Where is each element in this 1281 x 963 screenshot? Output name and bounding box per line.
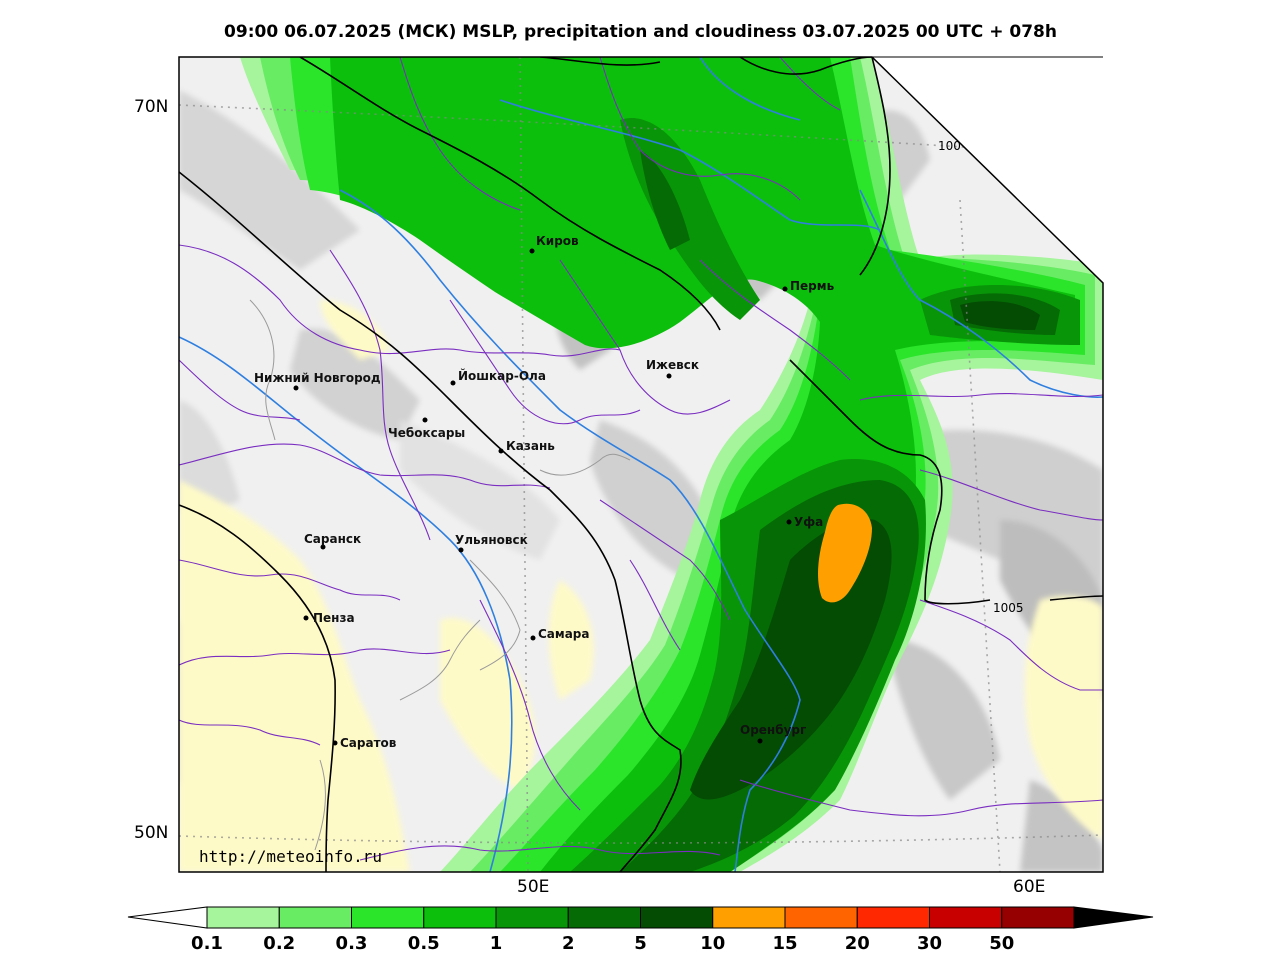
- cloud-label-70: 70: [981, 138, 1005, 161]
- isobars: [179, 57, 1103, 872]
- city-label-samara: Самара: [538, 627, 590, 641]
- cloud-label-80: 80: [968, 122, 991, 145]
- lat-label-50n: 50N: [134, 823, 168, 843]
- city-label-izhevsk: Ижевск: [646, 358, 699, 372]
- colorbar-tick-label: 10: [700, 933, 725, 954]
- city-label-nizhny-novgorod: Нижний Новгород: [254, 371, 381, 385]
- colorbar-cell: [278, 906, 352, 929]
- colorbar-cell: [206, 906, 280, 929]
- cloud-label-20: 20: [1070, 185, 1090, 207]
- city-label-kazan: Казань: [506, 439, 555, 453]
- colorbar-tick-label: 1: [490, 933, 503, 954]
- colorbar-cell: [784, 906, 858, 929]
- cloud-label-50: 50: [1011, 165, 1034, 188]
- precip-colorbar: 0.1 0.2 0.3 0.5 1 2 5 10 15 20 30 50: [127, 906, 1154, 954]
- colorbar-tick-label: 30: [917, 933, 942, 954]
- colorbar-tick-label: 0.1: [191, 933, 223, 954]
- lon-label-60e: 60E: [1013, 877, 1045, 897]
- colorbar-cell: [495, 906, 569, 929]
- colorbar-cell: [712, 906, 786, 929]
- colorbar-cell: [856, 906, 930, 929]
- city-label-cheboksary: Чебоксары: [388, 426, 465, 440]
- city-label-ufa: Уфа: [794, 515, 823, 529]
- isobar-label-1005: 1005: [993, 601, 1024, 615]
- precipitation-areas: [240, 57, 1103, 872]
- cloud-label-60: 60: [995, 151, 1018, 174]
- cloud-label-90: 90: [957, 106, 980, 127]
- region-borders: [179, 57, 1103, 861]
- lon-label-50e: 50E: [517, 877, 549, 897]
- colorbar-tick-label: 0.5: [408, 933, 440, 954]
- colorbar-tick-label: 0.3: [336, 933, 368, 954]
- colorbar-tick-label: 15: [772, 933, 797, 954]
- colorbar-low-arrow: [127, 906, 208, 929]
- colorbar-tick-label: 20: [845, 933, 870, 954]
- rivers: [179, 57, 1103, 872]
- cloud-label-30: 30: [1050, 182, 1071, 205]
- city-label-perm: Пермь: [790, 279, 835, 293]
- city-label-penza: Пенза: [313, 611, 355, 625]
- city-label-saransk: Саранск: [304, 532, 361, 546]
- colorbar-cell: [423, 906, 497, 929]
- city-label-yoshkar-ola: Йошкар-Ола: [458, 368, 546, 383]
- city-label-kirov: Киров: [536, 234, 579, 248]
- colorbar-high-arrow: [1073, 906, 1154, 929]
- cloud-label-100: 100: [943, 85, 973, 108]
- colorbar-cell: [567, 906, 641, 929]
- colorbar-cell: [1001, 906, 1075, 929]
- city-label-ulyanovsk: Ульяновск: [455, 533, 528, 547]
- colorbar-tick-label: 50: [989, 933, 1014, 954]
- city-label-saratov: Саратов: [340, 736, 397, 750]
- cloud-label-40: 40: [1031, 175, 1053, 198]
- source-url[interactable]: http://meteoinfo.ru: [199, 847, 382, 866]
- colorbar-cell: [351, 906, 425, 929]
- water-outline: [249, 299, 631, 851]
- colorbar-cell: [640, 906, 714, 929]
- map-title: 09:00 06.07.2025 (МСК) MSLP, precipitati…: [224, 22, 1057, 42]
- colorbar-tick-label: 5: [634, 933, 647, 954]
- map-field: 1005 100 Киров Пермь Ижевск Нижний Новго…: [179, 57, 1103, 872]
- city-label-orenburg: Оренбург: [740, 723, 806, 737]
- lat-label-70n: 70N: [134, 97, 168, 117]
- city-markers: [293, 248, 792, 746]
- map-frame: [178, 56, 1104, 873]
- colorbar-tick-label: 0.2: [263, 933, 295, 954]
- colorbar-cell: [929, 906, 1003, 929]
- colorbar-tick-label: 2: [562, 933, 575, 954]
- isobar-label-100: 100: [938, 139, 961, 153]
- graticule: [179, 57, 1103, 872]
